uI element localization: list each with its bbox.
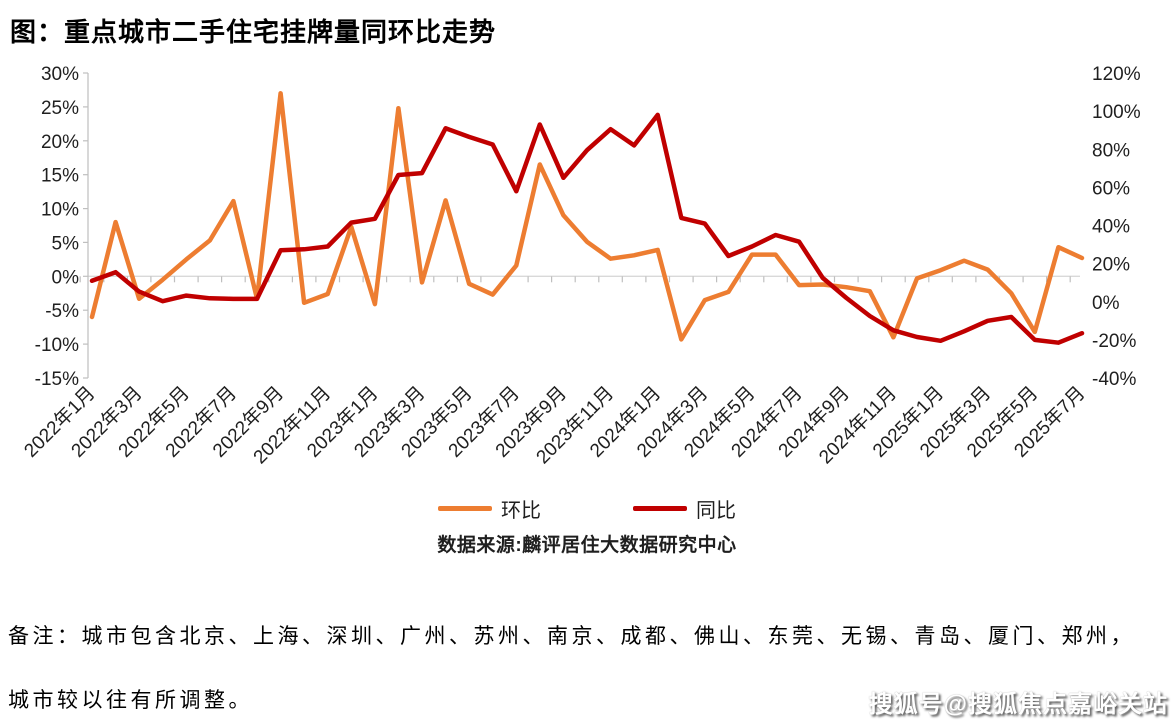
sohu-watermark: 搜狐号@搜狐焦点嘉峪关站	[868, 691, 1168, 718]
svg-text:30%: 30%	[41, 64, 79, 85]
svg-text:-10%: -10%	[35, 335, 79, 356]
svg-text:5%: 5%	[52, 233, 80, 254]
svg-text:20%: 20%	[1092, 255, 1130, 276]
svg-text:40%: 40%	[1092, 217, 1130, 238]
svg-text:0%: 0%	[1092, 293, 1120, 314]
data-source-caption: 数据来源:麟评居住大数据研究中心	[437, 535, 737, 556]
svg-text:10%: 10%	[41, 200, 79, 221]
svg-text:60%: 60%	[1092, 178, 1130, 199]
footnote-line-1: 备注：城市包含北京、上海、深圳、广州、苏州、南京、成都、佛山、东莞、无锡、青岛、…	[8, 624, 1135, 648]
legend-label-yoy: 同比	[696, 500, 736, 522]
trend-line-chart: 30% 25% 20% 15% 10% 5% 0% -5% -10% -15% 120% 100% 80…	[20, 64, 1141, 468]
svg-text:-15%: -15%	[35, 369, 79, 390]
svg-text:-5%: -5%	[45, 301, 79, 322]
chart-title: 图：重点城市二手住宅挂牌量同环比走势	[10, 17, 497, 47]
svg-text:0%: 0%	[52, 267, 80, 288]
mom-line-swatch	[438, 506, 492, 511]
legend-item-yoy: 同比	[633, 494, 736, 523]
svg-text:-40%: -40%	[1092, 369, 1136, 390]
legend-label-mom: 环比	[501, 500, 541, 522]
svg-text:25%: 25%	[41, 98, 79, 119]
svg-text:-20%: -20%	[1092, 331, 1136, 352]
svg-text:120%: 120%	[1092, 64, 1141, 85]
legend-item-mom: 环比	[438, 494, 541, 523]
svg-text:20%: 20%	[41, 132, 79, 153]
svg-text:80%: 80%	[1092, 140, 1130, 161]
svg-text:15%: 15%	[41, 166, 79, 187]
footnote-line-2: 城市较以往有所调整。	[8, 688, 253, 712]
chart-legend: 环比 同比	[0, 494, 1174, 523]
svg-text:100%: 100%	[1092, 102, 1141, 123]
yoy-line-swatch	[633, 506, 687, 511]
